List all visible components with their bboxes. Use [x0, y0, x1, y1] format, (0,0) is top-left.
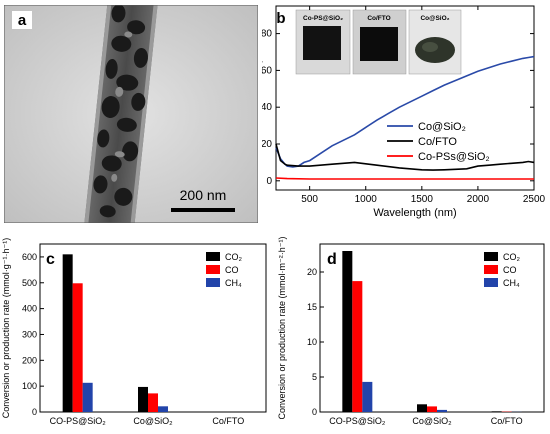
tem-micrograph: a 200 nm [4, 5, 258, 223]
sample-photo-co-fto: Co/FTO [353, 10, 406, 74]
bar [83, 383, 93, 412]
rate-per-area-chart: d 0 5 10 15 20 Conversion or production rate … [276, 236, 550, 429]
y-tick-label: 200 [22, 355, 37, 365]
legend-swatch [206, 265, 220, 274]
panel-label: a [18, 12, 27, 29]
legend-label: Co-PSs@SiO₂ [418, 151, 490, 163]
y-tick-label: 40 [262, 102, 272, 113]
y-tick-label: 0 [32, 407, 37, 417]
y-tick-label: 0 [312, 407, 317, 417]
y-tick-label: 15 [307, 302, 317, 312]
bar [492, 411, 502, 412]
x-axis-label: Wavelength (nm) [373, 207, 456, 219]
bar [362, 382, 372, 412]
legend-label: CH₄ [225, 278, 242, 288]
scale-bar-label: 200 nm [180, 187, 227, 203]
y-tick-label: 300 [22, 329, 37, 339]
photo-label: Co@SiO₂ [420, 15, 449, 22]
bar [148, 393, 158, 412]
y-axis-label: Conversion or production rate (mmol·m⁻²·… [277, 236, 287, 419]
y-axis-label: Conversion or production rate (mmol·g⁻¹·… [1, 238, 11, 419]
legend-label: Co/FTO [418, 136, 457, 148]
bar [342, 251, 352, 412]
rate-per-mass-chart-panel: c 0 100 200 300 400 500 600 Conversion or produ… [0, 236, 272, 429]
bar [417, 404, 427, 412]
legend-swatch [206, 252, 220, 261]
bar [437, 410, 447, 412]
x-tick-label: 500 [301, 194, 318, 205]
legend-swatch [484, 252, 498, 261]
y-axis-label: Reflectance (%) [262, 59, 263, 137]
sample-photo-co-ps-sio2: Co-PS@SiO₂ [296, 10, 350, 74]
scale-bar [171, 208, 235, 212]
category-label: CO-PS@SiO₂ [329, 416, 386, 426]
legend-label: CH₄ [503, 278, 520, 288]
panel-label: c [46, 251, 55, 268]
legend-swatch [484, 278, 498, 287]
y-tick-label: 60 [262, 65, 272, 76]
rate-per-mass-chart: c 0 100 200 300 400 500 600 Conversion or produ… [0, 236, 272, 429]
series-line [276, 178, 534, 179]
bar [427, 406, 437, 412]
legend-label: CO₂ [225, 252, 243, 262]
sample-photo-co-sio2: Co@SiO₂ [409, 10, 461, 74]
y-tick-label: 600 [22, 252, 37, 262]
legend-label: CO₂ [503, 252, 521, 262]
category-label: Co/FTO [212, 416, 244, 426]
reflectance-chart: b Co-PS@SiO₂ Co/FTO Co@SiO₂ 500 1000 1500 2… [262, 3, 548, 221]
panel-label: d [327, 251, 337, 268]
y-tick-label: 20 [307, 267, 317, 277]
y-tick-label: 100 [22, 381, 37, 391]
x-tick-label: 1000 [355, 194, 378, 205]
x-tick-label: 2000 [467, 194, 490, 205]
x-tick-label: 1500 [411, 194, 434, 205]
legend-label: Co@SiO₂ [418, 121, 466, 133]
category-label: Co/FTO [491, 416, 523, 426]
bar [138, 387, 148, 412]
category-label: Co@SiO₂ [133, 416, 173, 426]
reflectance-chart-panel: b Co-PS@SiO₂ Co/FTO Co@SiO₂ 500 1000 1500 2… [262, 3, 548, 221]
x-tick-label: 2500 [523, 194, 546, 205]
y-tick-label: 10 [307, 337, 317, 347]
category-label: Co@SiO₂ [412, 416, 452, 426]
legend-label: CO [503, 265, 517, 275]
bar [63, 254, 73, 412]
y-tick-label: 400 [22, 304, 37, 314]
bar [352, 281, 362, 412]
legend-swatch [206, 278, 220, 287]
y-tick-label: 20 [262, 139, 272, 150]
bar [158, 406, 168, 412]
legend-swatch [484, 265, 498, 274]
legend-label: CO [225, 265, 239, 275]
y-tick-label: 5 [312, 372, 317, 382]
y-tick-label: 80 [262, 29, 272, 40]
bar [73, 283, 83, 412]
tem-image-panel: a 200 nm [4, 5, 258, 223]
photo-label: Co-PS@SiO₂ [303, 15, 343, 22]
y-tick-label: 500 [22, 278, 37, 288]
rate-per-area-chart-panel: d 0 5 10 15 20 Conversion or production rate … [276, 236, 550, 429]
category-label: CO-PS@SiO₂ [50, 416, 107, 426]
panel-label: b [276, 10, 285, 27]
photo-label: Co/FTO [367, 15, 390, 22]
y-tick-label: 0 [266, 176, 272, 187]
